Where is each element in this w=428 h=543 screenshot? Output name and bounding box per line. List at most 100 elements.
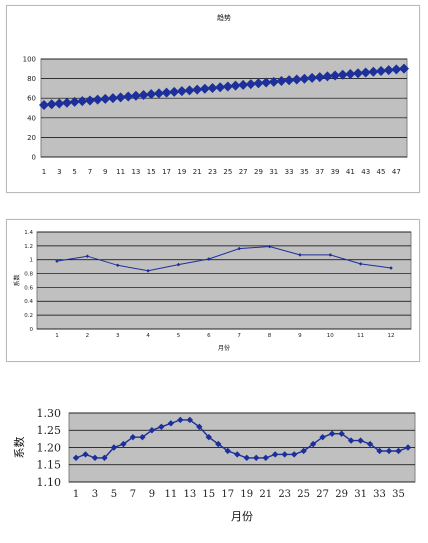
data-point <box>358 262 363 266</box>
x-tick-label: 39 <box>331 168 340 176</box>
data-point <box>404 444 412 451</box>
x-tick-label: 4 <box>146 333 150 339</box>
data-point <box>268 76 279 87</box>
series-line <box>56 245 392 272</box>
y-tick-label: 1.20 <box>37 441 62 454</box>
x-tick-label: 9 <box>149 489 155 500</box>
x-tick-label: 3 <box>57 168 61 176</box>
data-point <box>300 447 307 455</box>
data-point <box>39 100 49 111</box>
chart-panel-coefficient-36: 1.10 1.15 1.20 1.25 1.30 1 3 5 7 9 11 13 15 17 19 21 23 2… <box>0 390 428 543</box>
y-tick-label: 1.30 <box>37 407 62 420</box>
x-axis-label: 月份 <box>218 344 230 352</box>
x-tick-label: 17 <box>162 168 171 176</box>
x-tick-label: 8 <box>268 333 272 339</box>
y-tick-label: 1.2 <box>24 244 33 250</box>
data-point <box>376 447 383 455</box>
x-tick-label: 9 <box>103 168 107 176</box>
data-point <box>72 454 80 462</box>
data-point <box>309 440 317 448</box>
y-tick-label: 0 <box>30 327 34 333</box>
x-tick-label: 7 <box>237 333 241 339</box>
data-point <box>291 74 302 85</box>
data-point <box>100 93 111 104</box>
data-point <box>237 246 241 251</box>
data-point <box>139 433 146 441</box>
y-tick-label: 60 <box>27 95 36 103</box>
data-point <box>192 84 203 95</box>
x-tick-label: 17 <box>221 489 234 500</box>
x-tick-label: 7 <box>88 168 92 176</box>
data-point <box>385 447 393 455</box>
x-tick-label: 47 <box>392 168 401 176</box>
data-point <box>245 79 256 90</box>
data-point <box>153 88 164 99</box>
x-tick-label: 11 <box>357 333 364 339</box>
data-point <box>54 98 65 109</box>
x-tick-label: 33 <box>285 168 294 176</box>
data-point <box>366 440 374 448</box>
data-point <box>368 66 379 77</box>
data-point <box>115 92 126 103</box>
x-tick-label: 35 <box>300 168 309 176</box>
x-tick-label: 15 <box>147 168 156 176</box>
data-point <box>345 68 356 79</box>
x-tick-label: 23 <box>278 489 291 500</box>
y-tick-label: 0.6 <box>24 285 33 291</box>
data-point <box>243 454 250 462</box>
data-point <box>82 451 89 458</box>
data-point <box>328 430 336 437</box>
data-point <box>129 433 137 441</box>
data-point <box>337 69 348 80</box>
x-tick-label: 3 <box>92 489 98 500</box>
y-tick-label: 20 <box>27 134 36 142</box>
data-point <box>138 89 149 100</box>
chart-title: 趋势 <box>217 13 231 22</box>
x-tick-label: 29 <box>254 168 263 176</box>
data-point <box>77 96 88 107</box>
data-point <box>146 89 157 100</box>
y-tick-label: 80 <box>27 75 36 83</box>
chart-panel-trend: 0 20 40 60 80 100 1 3 5 7 9 11 13 15 17 19 21 23 25 27 29 31 3… <box>6 5 420 193</box>
data-point <box>130 90 141 101</box>
data-point <box>234 451 241 458</box>
coefficient-36-chart: 1.101.151.201.251.301 3 5 7 9 11 13 15 17 19 21 23 2… <box>13 407 416 523</box>
data-point <box>314 72 325 83</box>
data-point <box>299 73 310 84</box>
data-point <box>319 433 326 441</box>
data-point <box>186 416 194 424</box>
y-axis-label: 系数 <box>13 274 21 286</box>
x-tick-label: 41 <box>346 168 355 176</box>
x-tick-label: 25 <box>223 168 232 176</box>
x-tick-label: 27 <box>239 168 248 176</box>
data-point <box>215 440 222 448</box>
data-point <box>261 77 272 88</box>
data-point <box>357 437 364 444</box>
data-point <box>376 65 387 76</box>
data-point <box>383 65 394 76</box>
x-tick-label: 6 <box>207 333 211 339</box>
x-tick-label: 45 <box>377 168 386 176</box>
x-tick-label: 43 <box>361 168 370 176</box>
data-point <box>238 79 249 90</box>
x-tick-label: 12 <box>388 333 395 339</box>
x-tick-label: 35 <box>392 489 405 500</box>
data-point <box>199 83 210 94</box>
x-tick-label: 31 <box>354 489 367 500</box>
y-tick-label: 1.10 <box>37 476 62 489</box>
y-tick-label: 100 <box>23 55 36 63</box>
data-point <box>322 71 333 82</box>
y-tick-label: 0 <box>32 153 36 161</box>
data-point <box>196 423 203 430</box>
data-point <box>148 427 156 434</box>
data-point <box>69 96 80 107</box>
x-tick-label: 19 <box>240 489 253 500</box>
data-point <box>176 262 181 267</box>
data-point <box>61 97 72 108</box>
data-point <box>84 95 95 106</box>
data-point <box>91 454 99 462</box>
y-tick-label: 0.2 <box>24 313 33 319</box>
x-tick-label: 15 <box>202 489 215 500</box>
chart-panel-monthly-coefficient: 0 0.2 0.4 0.6 0.8 1 1.2 1.4 1 2 3 4 5 6 7 8 9 10 11 12 月份 系数 <box>6 219 420 362</box>
data-point <box>169 86 180 97</box>
